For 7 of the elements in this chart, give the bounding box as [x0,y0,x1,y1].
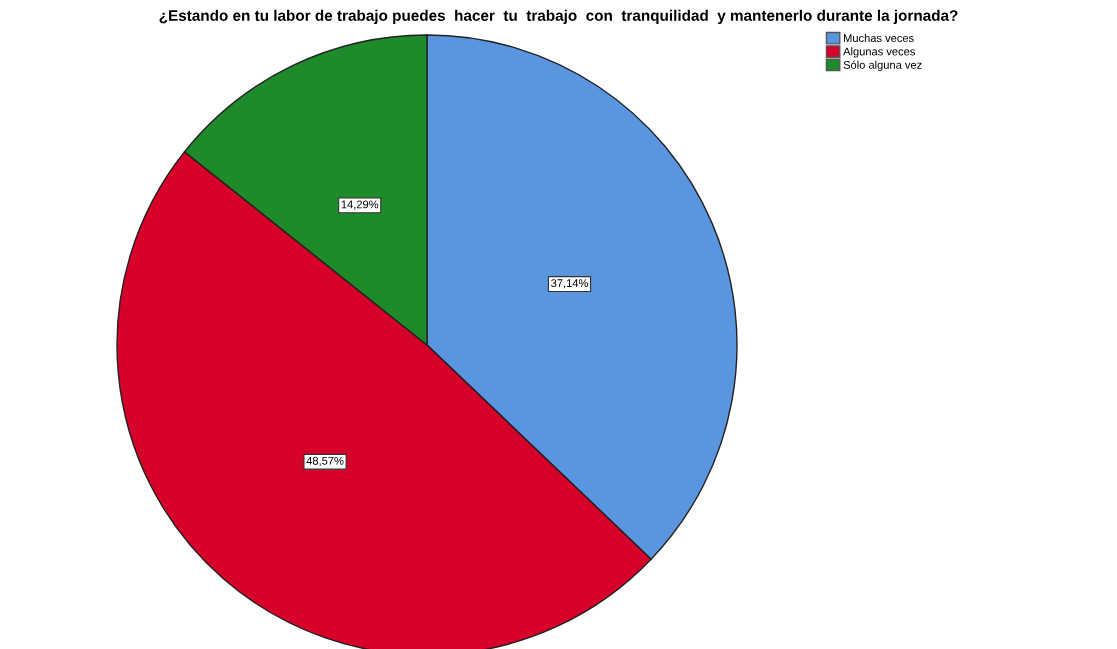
legend-label: Sólo alguna vez [843,60,922,72]
data-label: 48,57% [306,456,344,467]
data-label: 14,29% [341,200,379,210]
chart-title: ¿Estando en tu labor de trabajo puedes hacer tu trabajo con tranquilidad y mantenerlo durante la jornada? [159,9,958,24]
data-label: 37,14% [551,279,588,289]
legend-label: Muchas veces [844,33,914,42]
legend-label: Algunas veces [843,47,915,58]
